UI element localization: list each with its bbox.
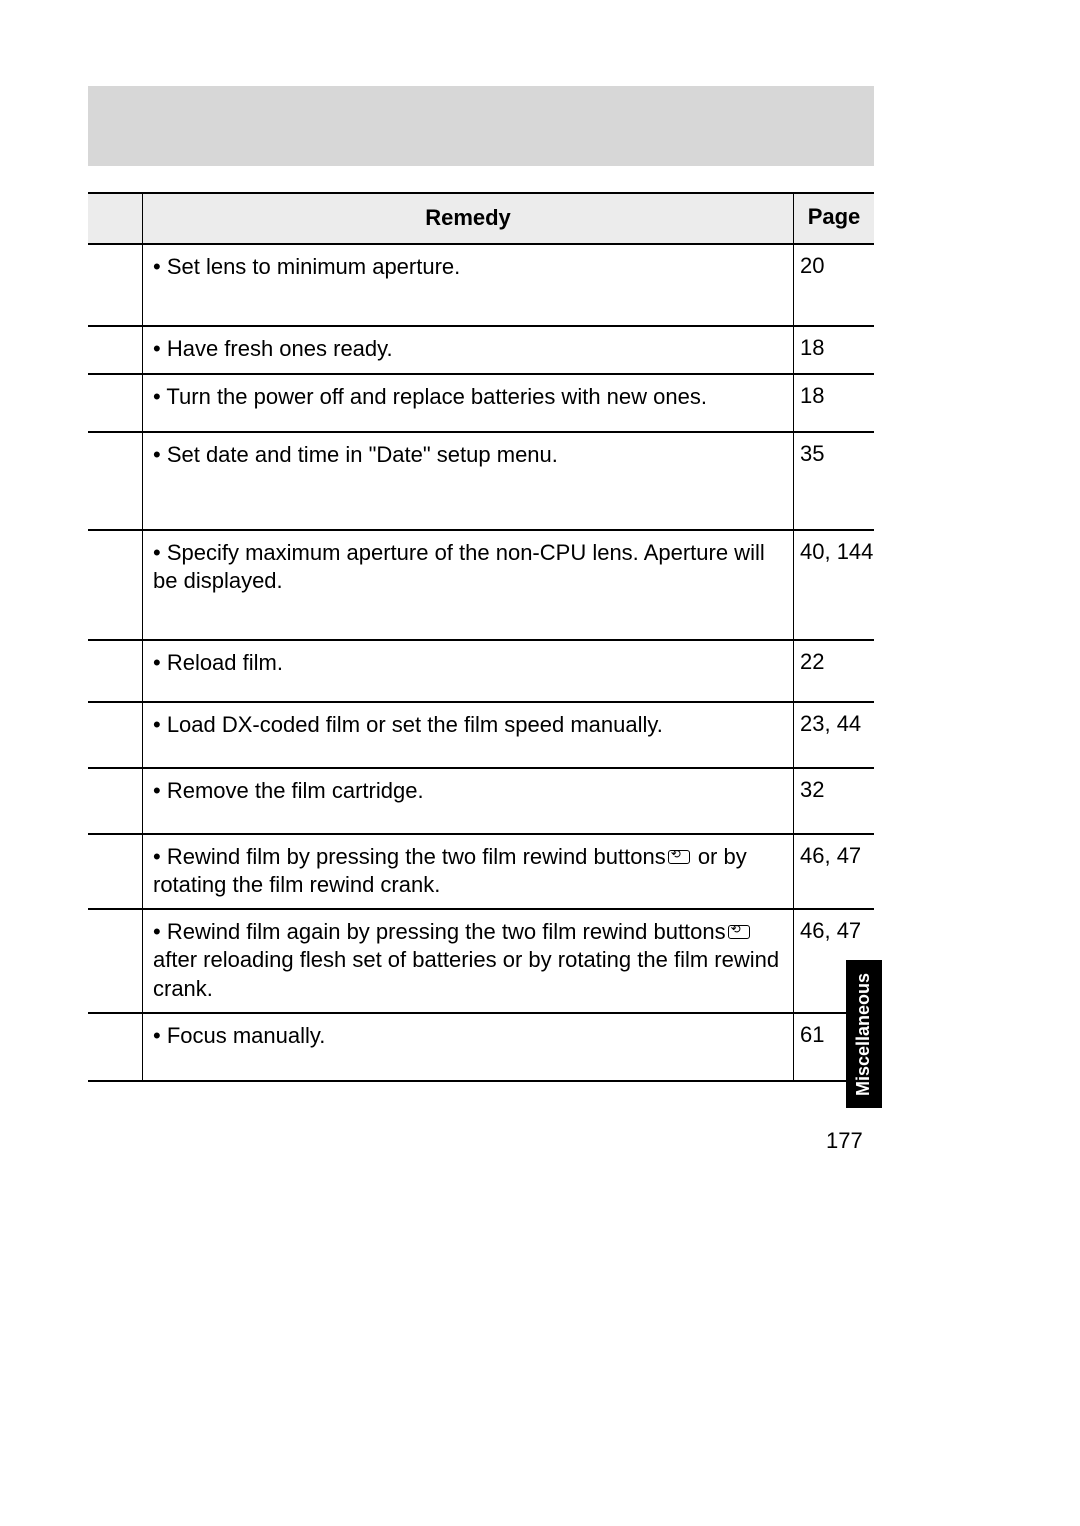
remedy-text-pre: • Rewind film again by pressing the two … xyxy=(153,919,726,944)
blank-cell xyxy=(88,769,143,833)
remedy-text-pre: • Rewind film by pressing the two film r… xyxy=(153,844,666,869)
page-cell: 20 xyxy=(794,245,874,325)
remedy-cell: • Specify maximum aperture of the non-CP… xyxy=(143,531,794,639)
remedy-header: Remedy xyxy=(143,194,794,243)
blank-cell xyxy=(88,910,143,1012)
table-row: • Reload film.22 xyxy=(88,641,874,703)
remedy-cell: • Turn the power off and replace batteri… xyxy=(143,375,794,431)
table-row: • Set lens to minimum aperture.20 xyxy=(88,245,874,327)
blank-cell xyxy=(88,327,143,373)
remedy-cell: • Focus manually. xyxy=(143,1014,794,1080)
page-cell: 32 xyxy=(794,769,874,833)
table-row: • Set date and time in "Date" setup menu… xyxy=(88,433,874,531)
page-cell: 40, 144 xyxy=(794,531,874,639)
table-row: • Load DX-coded film or set the film spe… xyxy=(88,703,874,769)
remedy-cell: • Rewind film again by pressing the two … xyxy=(143,910,794,1012)
page: Remedy Page • Set lens to minimum apertu… xyxy=(0,0,1080,1526)
blank-header xyxy=(88,194,143,243)
blank-cell xyxy=(88,703,143,767)
table-row: • Have fresh ones ready.18 xyxy=(88,327,874,375)
page-number: 177 xyxy=(826,1128,863,1154)
table-row: • Rewind film by pressing the two film r… xyxy=(88,835,874,910)
page-cell: 23, 44 xyxy=(794,703,874,767)
table-row: • Remove the film cartridge.32 xyxy=(88,769,874,835)
side-tab-label: Miscellaneous xyxy=(854,972,875,1095)
page-cell: 22 xyxy=(794,641,874,701)
remedy-cell: • Have fresh ones ready. xyxy=(143,327,794,373)
blank-cell xyxy=(88,531,143,639)
remedy-text-post: after reloading flesh set of batteries o… xyxy=(153,947,779,1001)
blank-cell xyxy=(88,835,143,908)
remedy-cell: • Reload film. xyxy=(143,641,794,701)
table-row: • Focus manually.61 xyxy=(88,1014,874,1082)
header-band xyxy=(88,86,874,166)
page-cell: 46, 47 xyxy=(794,835,874,908)
remedy-cell: • Rewind film by pressing the two film r… xyxy=(143,835,794,908)
blank-cell xyxy=(88,245,143,325)
rewind-icon xyxy=(728,925,750,939)
page-cell: 18 xyxy=(794,327,874,373)
blank-cell xyxy=(88,433,143,529)
blank-cell xyxy=(88,375,143,431)
blank-cell xyxy=(88,641,143,701)
table-row: • Rewind film again by pressing the two … xyxy=(88,910,874,1014)
remedy-cell: • Set date and time in "Date" setup menu… xyxy=(143,433,794,529)
table-header-row: Remedy Page xyxy=(88,194,874,245)
table-row: • Turn the power off and replace batteri… xyxy=(88,375,874,433)
remedy-cell: • Set lens to minimum aperture. xyxy=(143,245,794,325)
page-cell: 18 xyxy=(794,375,874,431)
remedy-cell: • Load DX-coded film or set the film spe… xyxy=(143,703,794,767)
remedy-table: Remedy Page • Set lens to minimum apertu… xyxy=(88,192,874,1082)
table-row: • Specify maximum aperture of the non-CP… xyxy=(88,531,874,641)
page-cell: 35 xyxy=(794,433,874,529)
rewind-icon xyxy=(668,850,690,864)
remedy-cell: • Remove the film cartridge. xyxy=(143,769,794,833)
blank-cell xyxy=(88,1014,143,1080)
page-header: Page xyxy=(794,194,874,243)
side-tab-miscellaneous: Miscellaneous xyxy=(846,960,882,1108)
